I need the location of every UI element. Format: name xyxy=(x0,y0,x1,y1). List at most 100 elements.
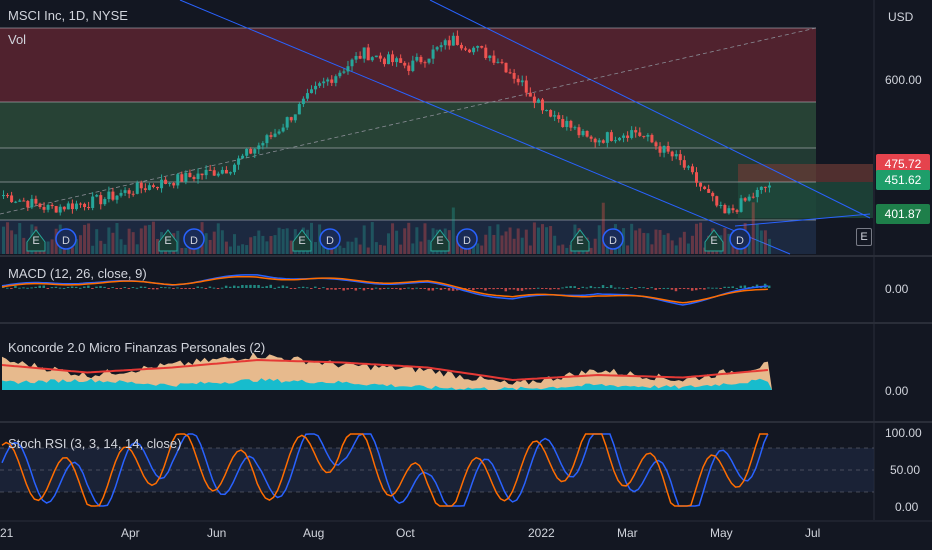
macd-histogram-bar xyxy=(382,288,386,289)
candle-body xyxy=(382,58,386,65)
macd-histogram-bar xyxy=(735,287,739,289)
candle-body xyxy=(342,71,346,73)
candle-body xyxy=(22,200,26,202)
macd-histogram-bar xyxy=(468,288,471,290)
volume-bar xyxy=(366,247,370,254)
candle-body xyxy=(139,182,143,189)
macd-histogram-bar xyxy=(249,284,252,288)
candle-body xyxy=(609,132,613,141)
macd-histogram-bar xyxy=(626,288,629,289)
macd-title[interactable]: MACD (12, 26, close, 9) xyxy=(8,266,147,281)
volume-bar xyxy=(289,240,293,254)
candle-body xyxy=(362,47,366,59)
volume-bar xyxy=(87,223,91,254)
volume-bar xyxy=(382,245,386,254)
macd-histogram-bar xyxy=(354,288,358,291)
macd-histogram-bar xyxy=(366,288,370,289)
macd-histogram-bar xyxy=(147,288,151,289)
macd-histogram-bar xyxy=(536,287,540,289)
volume-label[interactable]: Vol xyxy=(8,32,27,47)
candle-body xyxy=(618,137,621,141)
volume-bar xyxy=(496,224,500,254)
candle-body xyxy=(654,142,658,147)
symbol-title[interactable]: MSCI Inc, 1D, NYSE xyxy=(8,8,128,23)
price-zones xyxy=(0,27,873,254)
price-badge: 475.72 xyxy=(876,154,930,175)
macd-histogram-bar xyxy=(123,286,127,288)
macd-histogram-bar xyxy=(305,287,309,289)
macd-histogram-bar xyxy=(95,286,98,288)
event-marker-label: E xyxy=(436,235,443,247)
volume-bar xyxy=(480,245,484,254)
candle-body xyxy=(589,136,593,139)
candle-body xyxy=(277,131,281,134)
macd-histogram-bar xyxy=(241,284,244,288)
candle-body xyxy=(46,204,50,210)
volume-bar xyxy=(524,229,528,254)
candle-body xyxy=(241,155,245,159)
candle-body xyxy=(366,47,370,61)
event-marker-label: E xyxy=(298,235,305,247)
price-badge: 451.62 xyxy=(876,170,930,191)
candle-body xyxy=(597,140,601,143)
stoch-series-line xyxy=(1,433,769,507)
volume-bar xyxy=(630,223,634,254)
macd-histogram-bar xyxy=(310,288,313,289)
macd-histogram-bar xyxy=(370,288,374,290)
macd-histogram-bar xyxy=(322,287,325,289)
koncorde-title[interactable]: Koncorde 2.0 Micro Finanzas Personales (… xyxy=(8,340,266,355)
volume-bar xyxy=(565,247,569,254)
volume-bar xyxy=(695,223,698,254)
candle-body xyxy=(553,115,557,117)
volume-bar xyxy=(14,234,18,254)
volume-bar xyxy=(605,246,609,254)
candle-body xyxy=(184,172,188,182)
time-tick-label: Jun xyxy=(207,526,227,540)
macd-histogram-bar xyxy=(281,285,285,288)
macd-histogram-bar xyxy=(532,288,536,290)
volume-bar xyxy=(362,225,366,254)
volume-bar xyxy=(378,244,382,254)
candle-body xyxy=(613,140,617,142)
candle-body xyxy=(204,169,208,176)
candle-body xyxy=(220,169,224,174)
macd-histogram-bar xyxy=(99,286,102,288)
volume-bar xyxy=(423,223,427,254)
candle-body xyxy=(164,179,168,184)
trend-lines[interactable] xyxy=(0,0,871,255)
macd-histogram-bar xyxy=(395,288,398,289)
macd-histogram-bar xyxy=(245,285,248,288)
candle-body xyxy=(58,206,62,213)
macd-histogram-bar xyxy=(488,288,491,289)
candle-body xyxy=(508,72,512,74)
volume-bar xyxy=(528,245,532,254)
candle-body xyxy=(228,172,232,174)
macd-histogram-bar xyxy=(46,288,50,289)
macd-histogram-bar xyxy=(480,288,483,290)
koncorde-area xyxy=(2,378,772,390)
currency-label[interactable]: USD xyxy=(888,10,914,24)
volume-bar xyxy=(484,234,488,254)
candle-body xyxy=(38,203,42,208)
macd-histogram-bar xyxy=(553,288,556,289)
stoch-title[interactable]: Stoch RSI (3, 3, 14, 14, close) xyxy=(8,436,182,451)
volume-bar xyxy=(589,247,593,254)
volume-bar xyxy=(156,238,159,254)
candle-body xyxy=(443,40,447,46)
candle-body xyxy=(330,79,334,83)
candle-body xyxy=(484,47,488,59)
volume-bar xyxy=(626,245,630,254)
candle-body xyxy=(253,149,257,154)
volume-bar xyxy=(622,228,626,254)
macd-histogram-bar xyxy=(233,285,236,288)
event-flag-icon[interactable]: E xyxy=(856,228,872,246)
candle-body xyxy=(208,169,212,171)
volume-bar xyxy=(549,226,553,254)
macd-histogram-bar xyxy=(703,288,706,290)
candle-body xyxy=(334,76,338,83)
volume-bar xyxy=(346,241,350,254)
stoch-rsi-lines xyxy=(1,433,769,507)
candle-body xyxy=(172,183,176,186)
